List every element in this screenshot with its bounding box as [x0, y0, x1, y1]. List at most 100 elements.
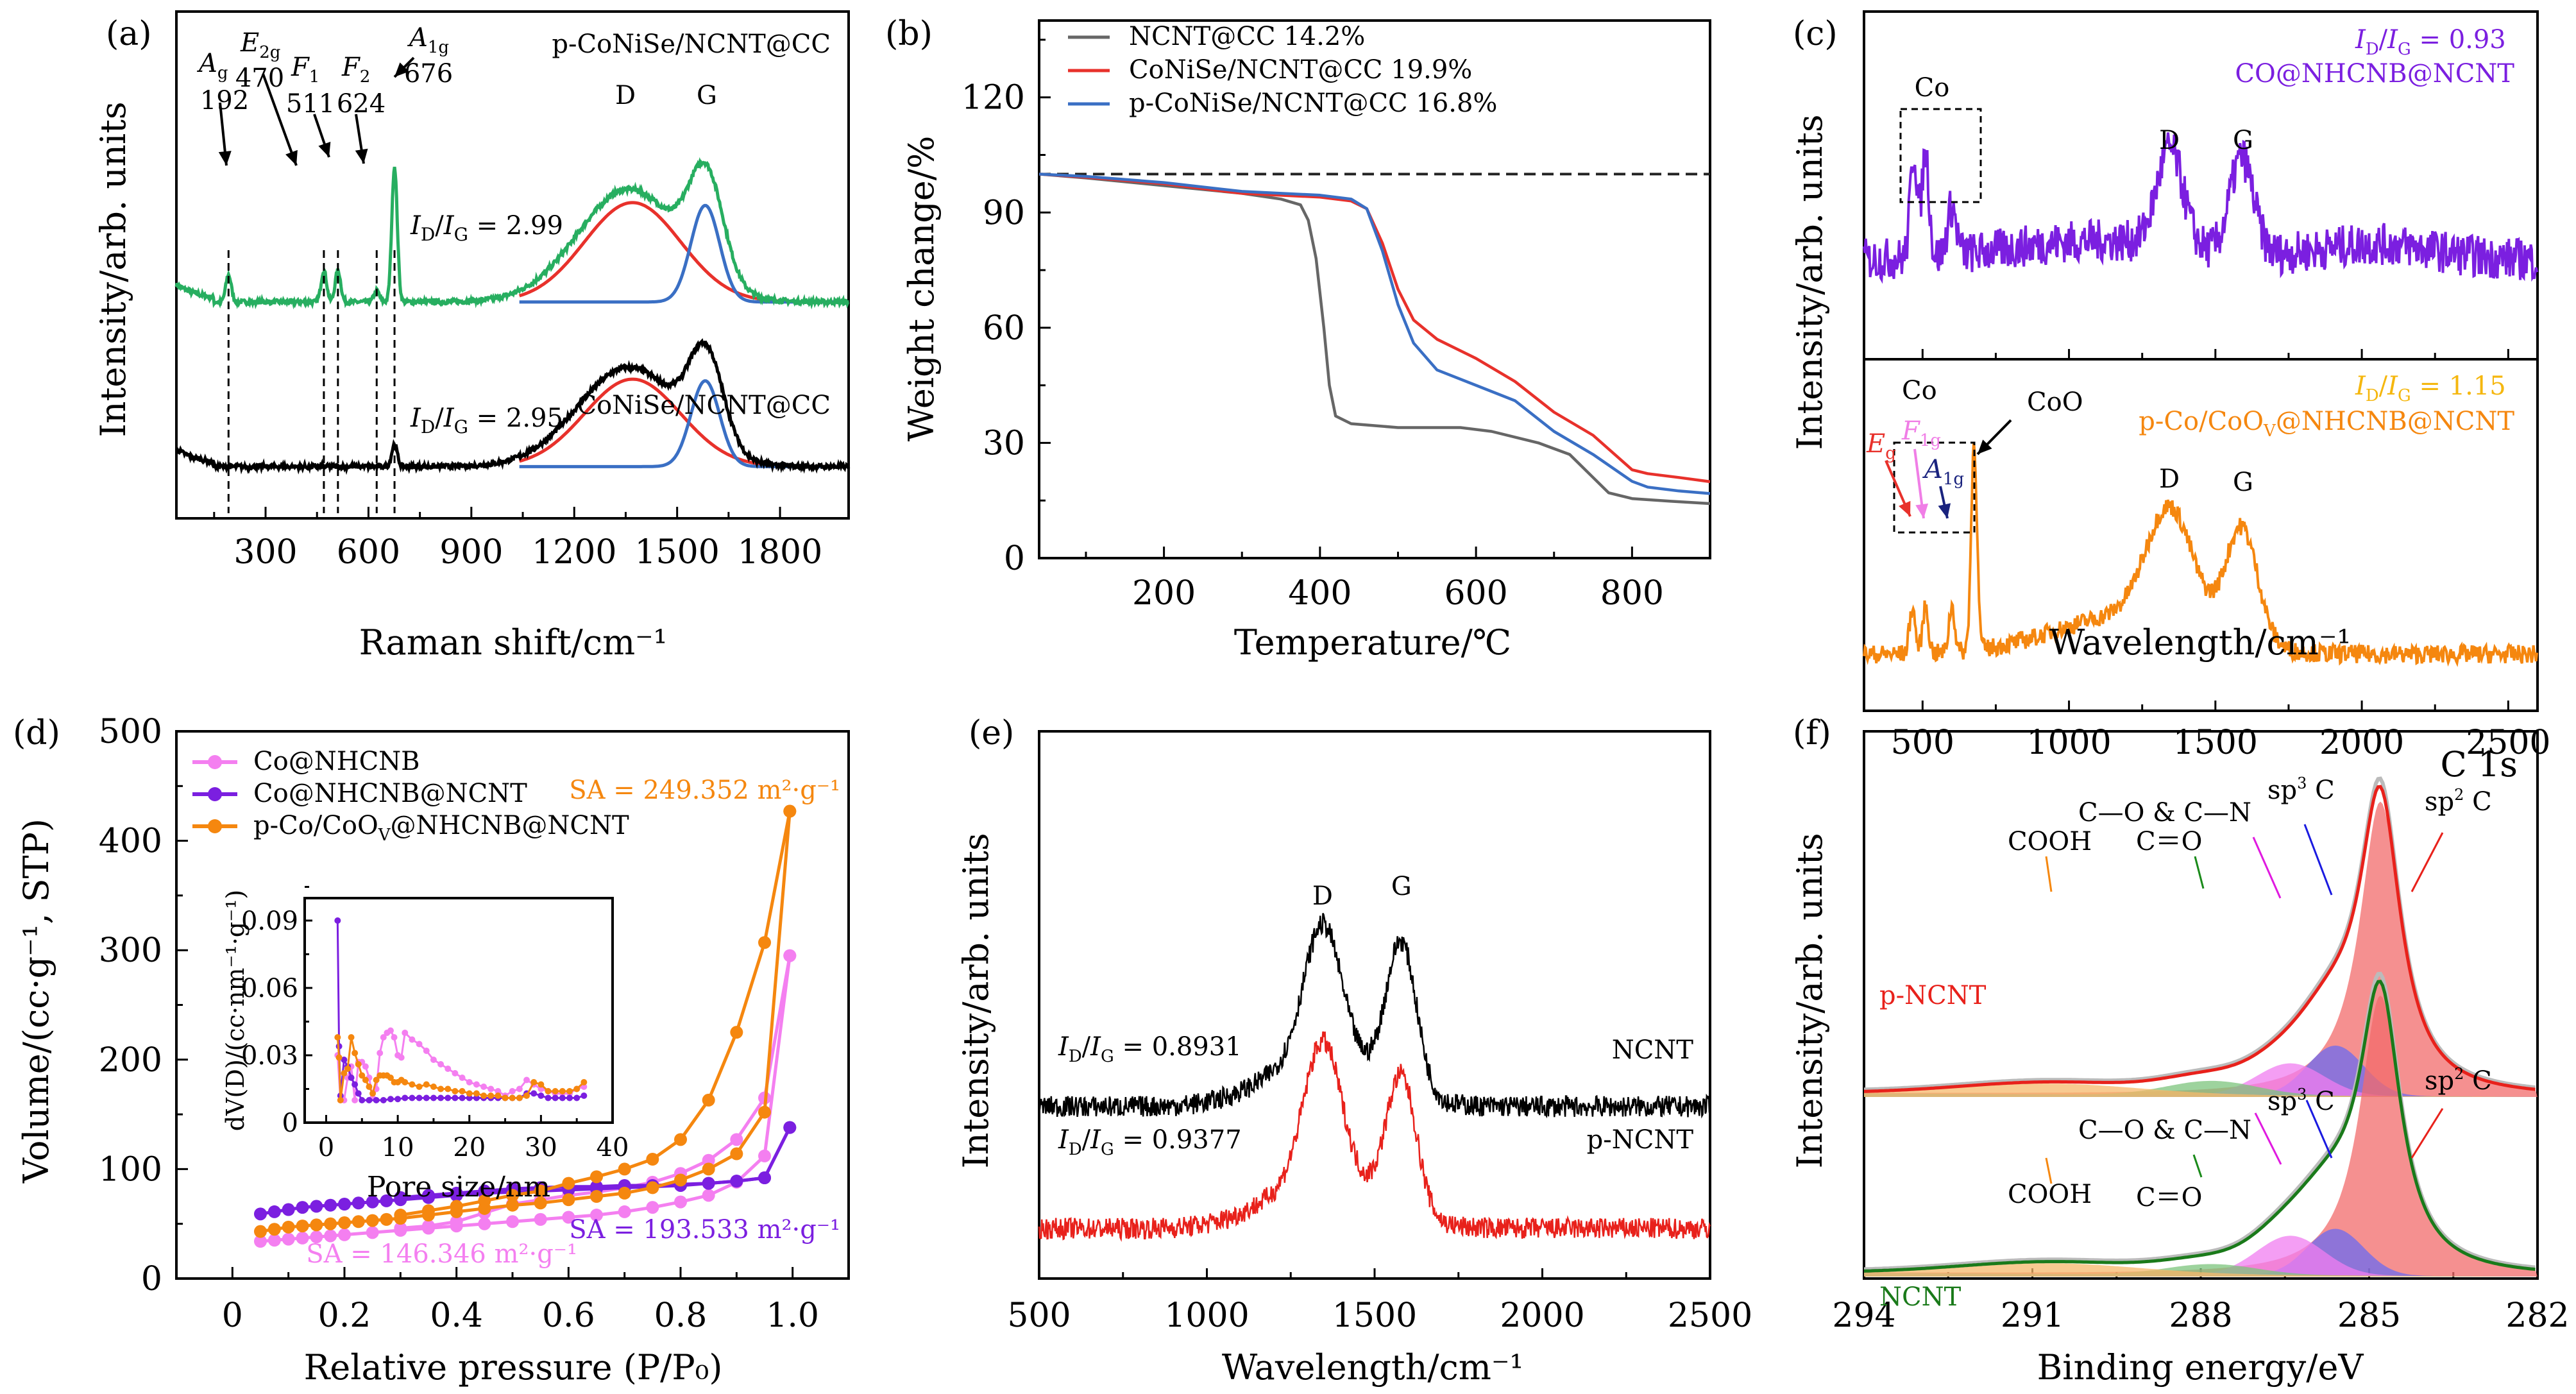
y-axis-label-a: Intensity/arb. units	[93, 101, 133, 437]
ratio-label: ID/IG = 0.9377	[1058, 1125, 1242, 1159]
inset-psd-point	[530, 1090, 538, 1097]
plot-frame-a	[175, 10, 850, 520]
inset-psd-point	[466, 1090, 473, 1097]
inset-psd-point	[362, 1063, 369, 1070]
inset-psd-point	[387, 1027, 394, 1034]
isotherm-point	[618, 1186, 631, 1200]
curves-c	[1863, 132, 2539, 667]
envelope-NCNT	[1863, 980, 2536, 1273]
inset-psd-point	[459, 1088, 466, 1094]
inset-y-tick-label: 0.06	[241, 974, 298, 1003]
isotherm-point	[450, 1215, 463, 1228]
y-tick-label: 120	[962, 79, 1025, 117]
isotherm-point	[310, 1200, 323, 1213]
f1g-label: F1g	[1901, 416, 1941, 450]
inset-psd-point	[416, 1084, 423, 1090]
inset-psd-point	[402, 1030, 409, 1036]
plot-frame-e	[1038, 730, 1711, 1280]
inset-psd-point	[391, 1034, 398, 1041]
legend-marker	[208, 787, 222, 801]
inset-psd-point	[552, 1088, 559, 1094]
isotherm-point	[310, 1218, 323, 1232]
isotherm-point	[590, 1209, 603, 1222]
inset-psd-point	[398, 1054, 405, 1061]
inset-psd-point	[495, 1092, 502, 1099]
series-label-a-bottom: CoNiSe/NCNT@CC	[577, 391, 831, 420]
isotherm-point	[450, 1200, 463, 1213]
inset-psd-point	[538, 1092, 545, 1099]
chart-title-f: C 1s	[2440, 744, 2518, 785]
legend-label: Co@NHCNB@NCNT	[253, 779, 527, 808]
peak-label-a-g: G	[697, 81, 717, 110]
isotherm-point	[783, 1121, 797, 1134]
inset-psd-point	[355, 1061, 362, 1067]
inset-psd-point	[409, 1036, 416, 1043]
curves-d: SA = 249.352 m²·g⁻¹ SA = 193.533 m²·g⁻¹SA…	[254, 776, 840, 1269]
component-fill-4	[1864, 1084, 2538, 1097]
arrow-head	[218, 151, 232, 166]
co-region-box-bottom	[1893, 441, 1976, 534]
mode-wavenumber: 676	[404, 59, 453, 89]
isotherm-point	[758, 1105, 771, 1119]
d-label: D	[1312, 881, 1333, 911]
x-ticks-f: 294 291 288 285 282	[1832, 1268, 2570, 1335]
inset-psd-point	[516, 1085, 523, 1092]
panel-f: (f) 294 291 288 285 282 p-NCNT NCNT sp2 C sp3 C…	[1790, 714, 2570, 1388]
isotherm-point	[646, 1181, 659, 1194]
isotherm-point	[674, 1173, 687, 1187]
isotherm-point	[730, 1175, 743, 1188]
panel-label-b: (b)	[885, 15, 933, 53]
isotherm-point	[352, 1196, 365, 1210]
g-label-top: G	[2233, 126, 2253, 155]
y-axis-label-e: Intensity/arb. units	[956, 833, 996, 1168]
x-tick-label: 800	[1600, 574, 1664, 613]
ratio-label-top: ID/IG = 0.93	[2355, 25, 2506, 59]
inset-psd-point	[409, 1081, 416, 1088]
inset-psd-point	[473, 1081, 480, 1088]
isotherm-point	[478, 1184, 491, 1198]
panel-b: (b) 200 400 600 800 0 30 60 90 120 NCNT@CC 14.2%…	[885, 15, 1711, 663]
x-tick-label: 2000	[2319, 724, 2404, 762]
panel-label-f: (f)	[1793, 714, 1831, 752]
inset-psd-point	[423, 1081, 430, 1088]
legend-label: p-CoNiSe/NCNT@CC 16.8%	[1129, 89, 1497, 118]
panel-c: (c) 500 1000 1500 2000 2500 CoD GID/IG = 0.93…	[1790, 10, 2551, 762]
inset-psd-point	[352, 1081, 359, 1088]
isotherm-point	[366, 1226, 379, 1239]
x-tick-label: 1500	[634, 533, 719, 572]
inset-y-tick-label: 0.09	[241, 906, 298, 936]
spectrum-conise	[175, 338, 851, 475]
inset-psd-point	[538, 1081, 545, 1088]
sp3-label: sp3 C	[2267, 774, 2335, 805]
ratio-label-a-bottom: ID/IG = 2.95	[410, 404, 563, 438]
isotherm-point	[590, 1180, 603, 1193]
component-fill-3	[1864, 1080, 2538, 1097]
raman-curve-0	[1863, 132, 2539, 284]
isotherm-point	[730, 1133, 743, 1146]
y-tick-label: 400	[99, 822, 162, 861]
inset-psd-line	[336, 920, 584, 1101]
x-tick-label: 1200	[532, 533, 616, 572]
y-axis-label-c: Intensity/arb. units	[1790, 114, 1830, 450]
component-fill-1	[1864, 1228, 2538, 1277]
inset-psd-point	[430, 1084, 437, 1090]
arrow-head	[1915, 503, 1929, 518]
arrow-head	[318, 141, 331, 157]
y-axis-label-d: Volume/(cc·g⁻¹, STP)	[16, 819, 56, 1184]
d-label-bottom: D	[2159, 464, 2180, 494]
y-tick-label: 30	[983, 424, 1025, 463]
curves-b	[1038, 173, 1711, 506]
inset-psd-point	[573, 1094, 580, 1101]
isotherm-point	[296, 1231, 309, 1245]
mode-wavenumber: 511	[286, 89, 335, 119]
inset-psd-point	[394, 1096, 402, 1103]
co-cn-label: C—O & C—N	[2078, 1116, 2251, 1145]
eg-label: Eg	[1866, 429, 1896, 463]
inset-psd-point	[423, 1048, 430, 1054]
isotherm-point	[267, 1223, 281, 1236]
isotherm-point	[422, 1204, 435, 1218]
x-tick-label: 200	[1132, 574, 1196, 613]
isotherm-point	[478, 1194, 491, 1207]
inset-psd-point	[487, 1085, 495, 1092]
